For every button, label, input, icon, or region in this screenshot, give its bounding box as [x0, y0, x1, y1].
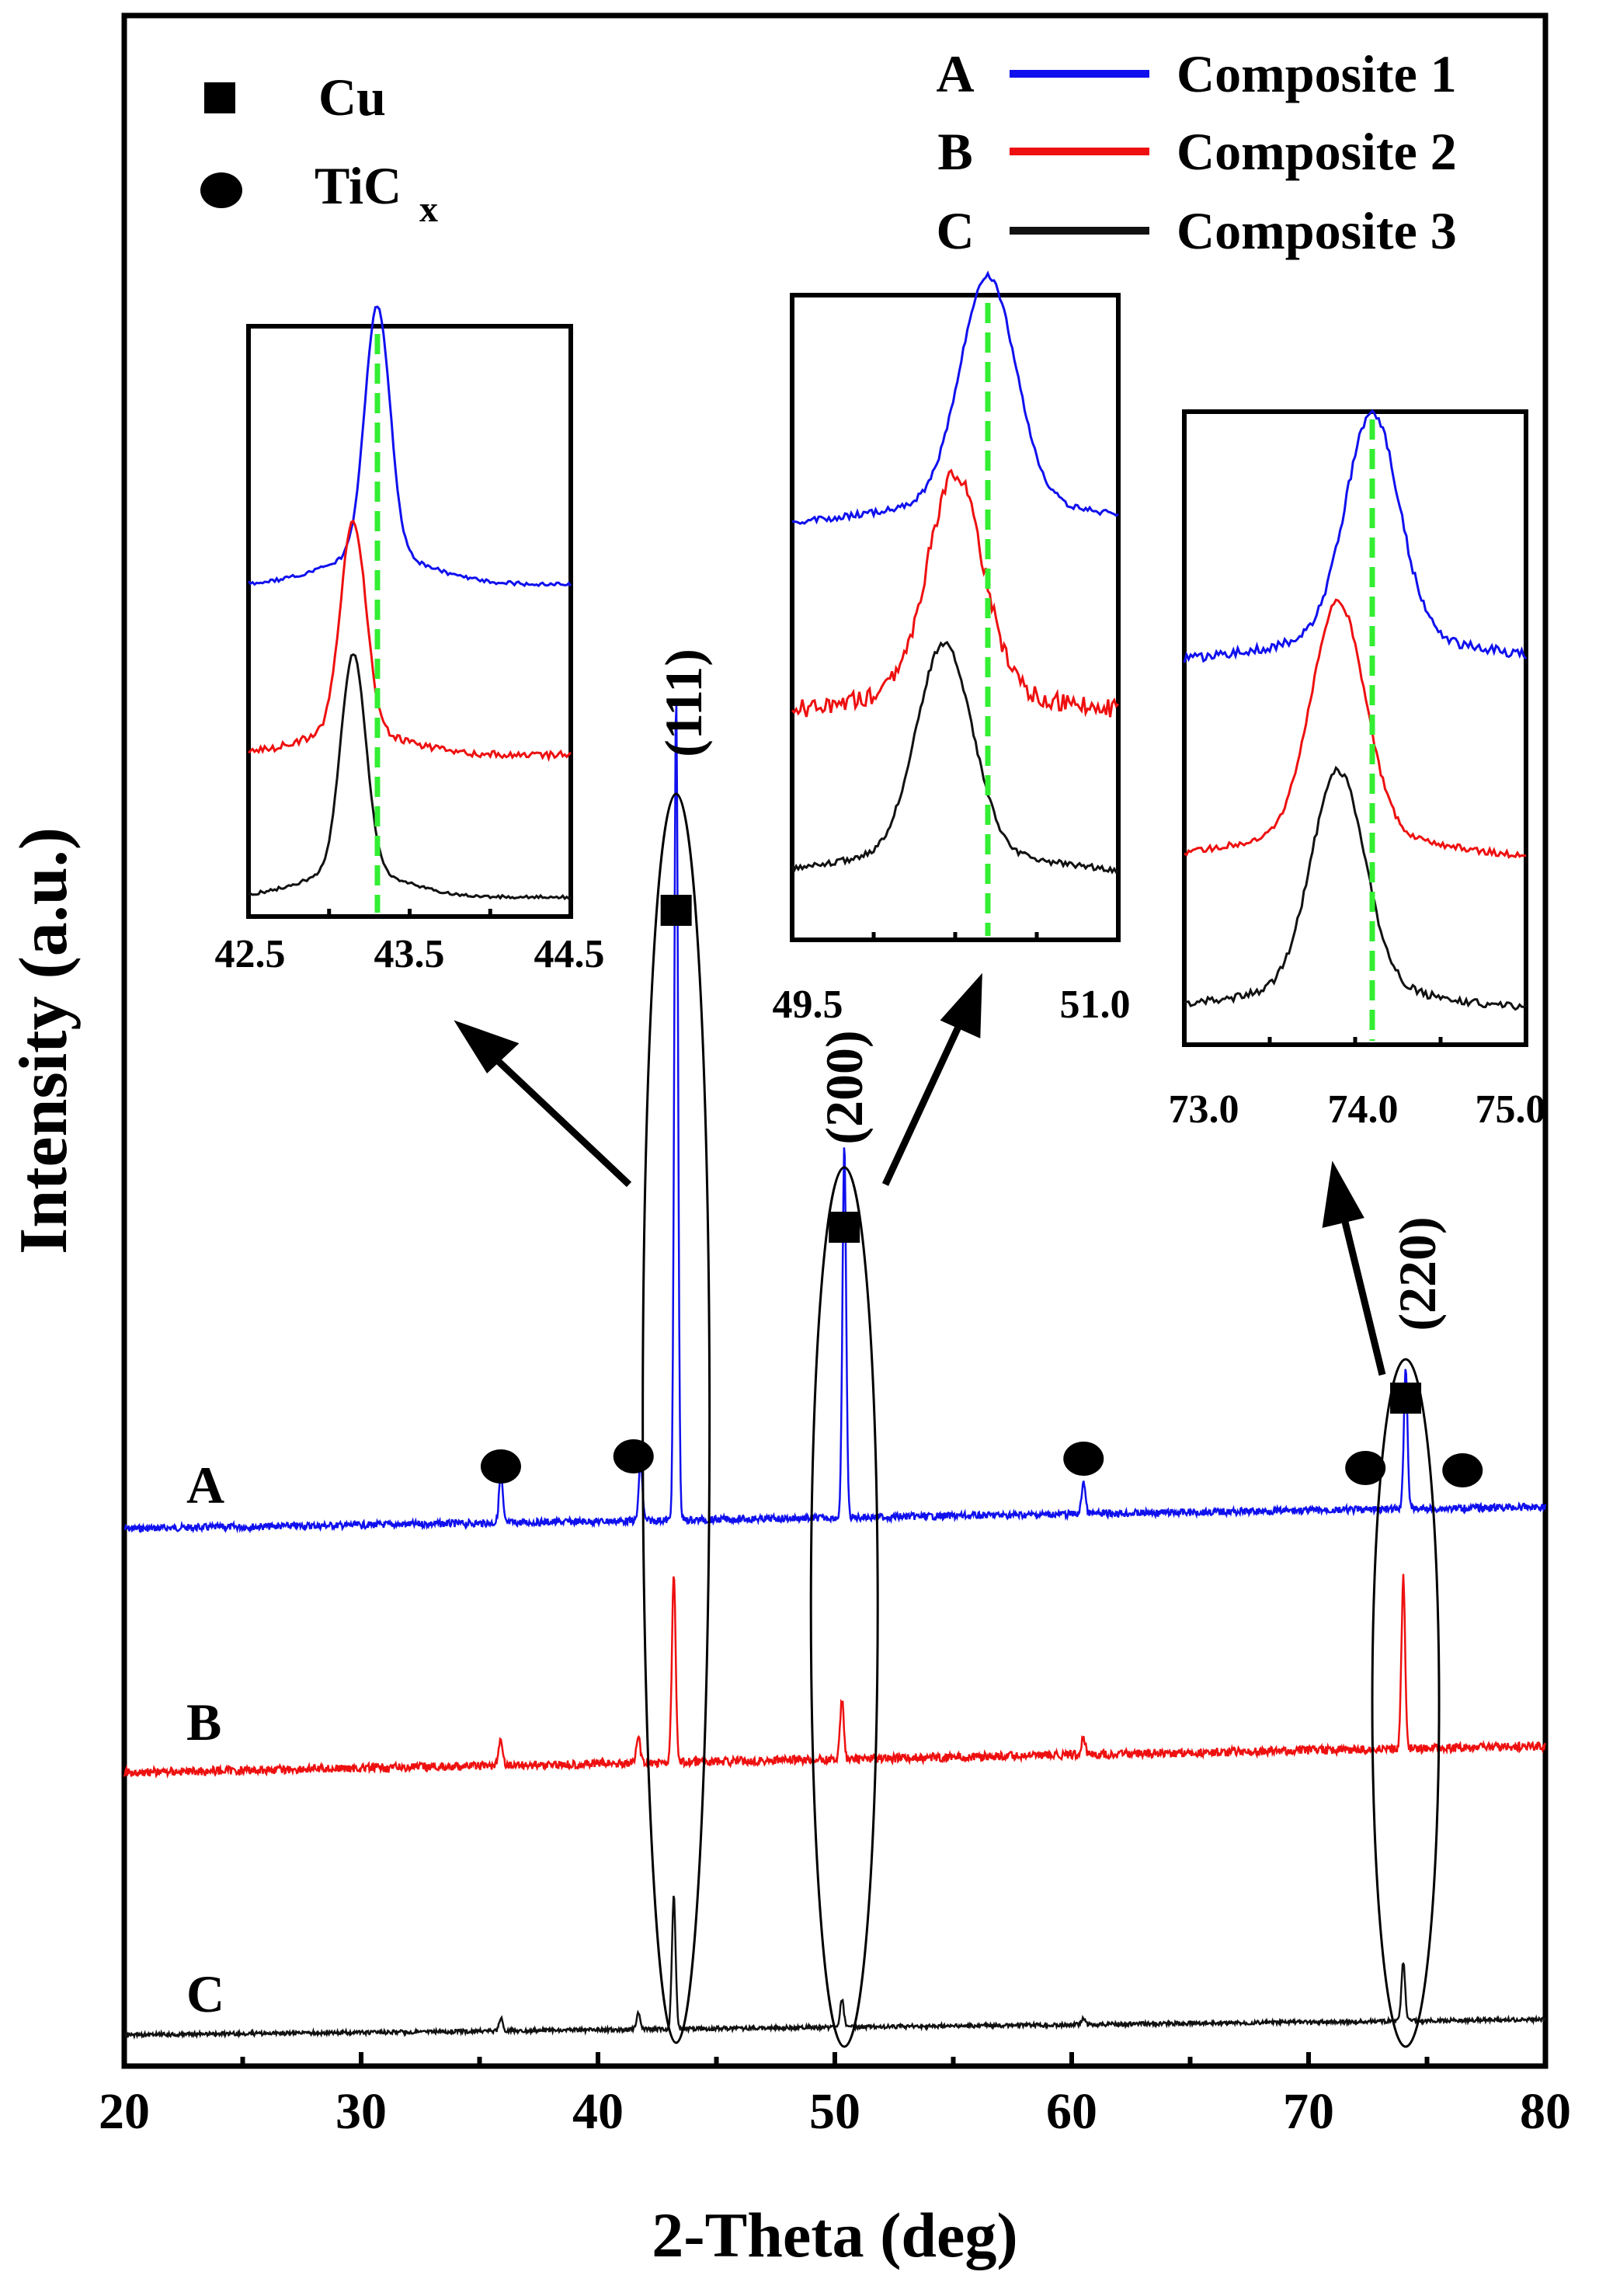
- series-line-c: [123, 1895, 1547, 2040]
- series-line-a: [123, 704, 1547, 1534]
- inset-line-b: [1184, 598, 1527, 859]
- peak-ellipse-3: [1371, 1358, 1441, 2048]
- x-tick-label-20: 20: [99, 2083, 150, 2140]
- series-letter-b: B: [186, 1692, 221, 1752]
- arrowhead-220: [1322, 1160, 1364, 1228]
- legend-name-c: Composite 3: [1177, 201, 1457, 260]
- arrowhead-111: [454, 1020, 520, 1074]
- series-line-b: [123, 1574, 1547, 1779]
- cu-marker: [829, 1212, 860, 1243]
- tic-marker: [613, 1439, 654, 1473]
- peak-ellipse-2: [809, 1166, 879, 2048]
- legend-cu-label: Cu: [318, 68, 386, 127]
- inset-line-a: [247, 305, 572, 588]
- y-axis-title: Intensity (a.u.): [6, 827, 82, 1254]
- peak-label-220: (220): [1388, 1216, 1447, 1331]
- inset-111-tick-2: 44.5: [534, 932, 605, 976]
- inset-line-c: [1184, 765, 1527, 1011]
- legend-tic-label: TiC: [315, 156, 402, 215]
- phase-markers: [480, 895, 1483, 1487]
- legend-cu-square: [204, 82, 235, 113]
- arrowhead-200: [940, 972, 982, 1038]
- x-tick-label-30: 30: [335, 2083, 387, 2140]
- inset-111-lines: [246, 305, 573, 917]
- cu-marker: [1390, 1383, 1422, 1414]
- x-tick-label-40: 40: [572, 2083, 624, 2140]
- legend-tic-circle: [200, 172, 242, 208]
- inset-line-a: [791, 270, 1119, 525]
- inset-line-b: [791, 468, 1120, 718]
- arrow-111: [490, 1053, 632, 1188]
- peak-ellipses: [641, 792, 1441, 2048]
- legend-name-b: Composite 2: [1177, 122, 1457, 181]
- peak-ellipse-1: [641, 792, 711, 2044]
- legend-letter-c: C: [936, 201, 974, 260]
- series-legend: A Composite 1 B Composite 2 C Composite …: [936, 44, 1456, 260]
- x-axis-ticks: 20 30 40 50 60 70 80: [99, 2052, 1571, 2140]
- cu-marker: [660, 895, 692, 926]
- x-axis-title: 2-Theta (deg): [652, 2200, 1017, 2270]
- peak-label-200: (200): [815, 1030, 874, 1144]
- inset-111-tick-1: 43.5: [374, 932, 445, 976]
- legend-letter-b: B: [937, 122, 972, 181]
- inset-220-lines: [1182, 409, 1528, 1045]
- inset-220-tick-0: 73.0: [1169, 1087, 1239, 1132]
- inset-line-a: [1183, 409, 1528, 663]
- inset-111-tick-0: 42.5: [215, 932, 286, 976]
- inset-111: 42.5 43.5 44.5: [215, 305, 605, 976]
- x-tick-label-80: 80: [1520, 2083, 1571, 2140]
- tic-marker: [1063, 1442, 1104, 1476]
- inset-220-frame: [1182, 409, 1528, 1047]
- x-tick-label-70: 70: [1283, 2083, 1334, 2140]
- inset-220-tick-1: 74.0: [1328, 1087, 1399, 1132]
- legend-name-a: Composite 1: [1177, 44, 1457, 103]
- inset-200-tick-0: 49.5: [773, 983, 843, 1027]
- peak-label-111: (111): [654, 649, 713, 757]
- inset-200-tick-1: 51.0: [1060, 983, 1131, 1027]
- inset-200: 49.5 51.0: [773, 270, 1131, 1027]
- x-tick-label-50: 50: [809, 2083, 860, 2140]
- tic-marker: [1345, 1451, 1386, 1485]
- series-letter-c: C: [186, 1964, 224, 2023]
- arrow-220: [1340, 1214, 1386, 1376]
- legend-letter-a: A: [936, 44, 974, 103]
- insets: 42.5 43.5 44.5 49.5 51.0 73.0 74.0 75.0: [215, 270, 1546, 1132]
- tic-marker: [480, 1449, 521, 1484]
- series-letter-a: A: [186, 1456, 224, 1515]
- inset-line-c: [248, 653, 572, 901]
- inset-line-b: [247, 519, 572, 763]
- inset-220-tick-2: 75.0: [1476, 1087, 1546, 1132]
- inset-line-c: [791, 640, 1120, 875]
- legend-tic-subscript: x: [419, 189, 438, 230]
- tic-marker: [1442, 1453, 1483, 1487]
- inset-200-frame: [790, 293, 1121, 942]
- x-tick-label-60: 60: [1046, 2083, 1097, 2140]
- phase-legend: Cu TiC x: [200, 68, 438, 230]
- arrow-200: [881, 1024, 963, 1186]
- inset-220: 73.0 74.0 75.0: [1169, 409, 1546, 1132]
- inset-200-lines: [790, 270, 1121, 940]
- inset-111-frame: [246, 324, 573, 919]
- inset-arrows: [454, 972, 1386, 1376]
